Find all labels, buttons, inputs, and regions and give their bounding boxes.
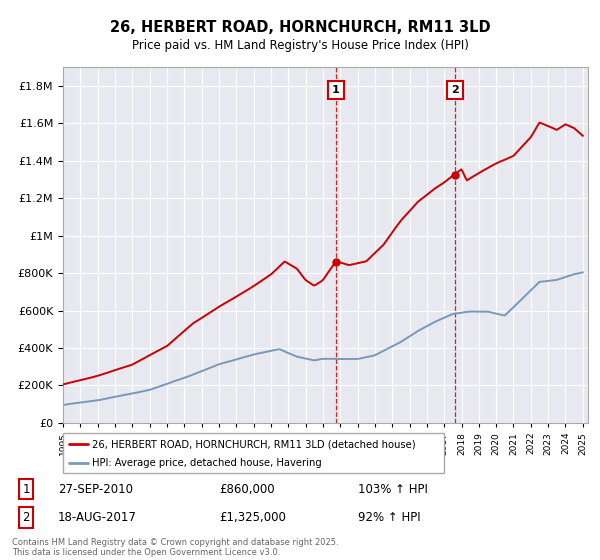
FancyBboxPatch shape	[63, 433, 444, 473]
Text: 1: 1	[22, 483, 30, 496]
Text: Contains HM Land Registry data © Crown copyright and database right 2025.
This d: Contains HM Land Registry data © Crown c…	[12, 538, 338, 557]
Text: 18-AUG-2017: 18-AUG-2017	[58, 511, 137, 524]
Text: 1: 1	[332, 85, 340, 95]
Text: 2: 2	[451, 85, 459, 95]
Text: 26, HERBERT ROAD, HORNCHURCH, RM11 3LD (detached house): 26, HERBERT ROAD, HORNCHURCH, RM11 3LD (…	[92, 439, 415, 449]
Text: Price paid vs. HM Land Registry's House Price Index (HPI): Price paid vs. HM Land Registry's House …	[131, 39, 469, 52]
Text: 27-SEP-2010: 27-SEP-2010	[58, 483, 133, 496]
Text: 103% ↑ HPI: 103% ↑ HPI	[358, 483, 427, 496]
Text: 2: 2	[22, 511, 30, 524]
Text: HPI: Average price, detached house, Havering: HPI: Average price, detached house, Have…	[92, 458, 322, 468]
Text: £860,000: £860,000	[220, 483, 275, 496]
Text: 92% ↑ HPI: 92% ↑ HPI	[358, 511, 420, 524]
Text: 26, HERBERT ROAD, HORNCHURCH, RM11 3LD: 26, HERBERT ROAD, HORNCHURCH, RM11 3LD	[110, 20, 490, 35]
Text: £1,325,000: £1,325,000	[220, 511, 286, 524]
